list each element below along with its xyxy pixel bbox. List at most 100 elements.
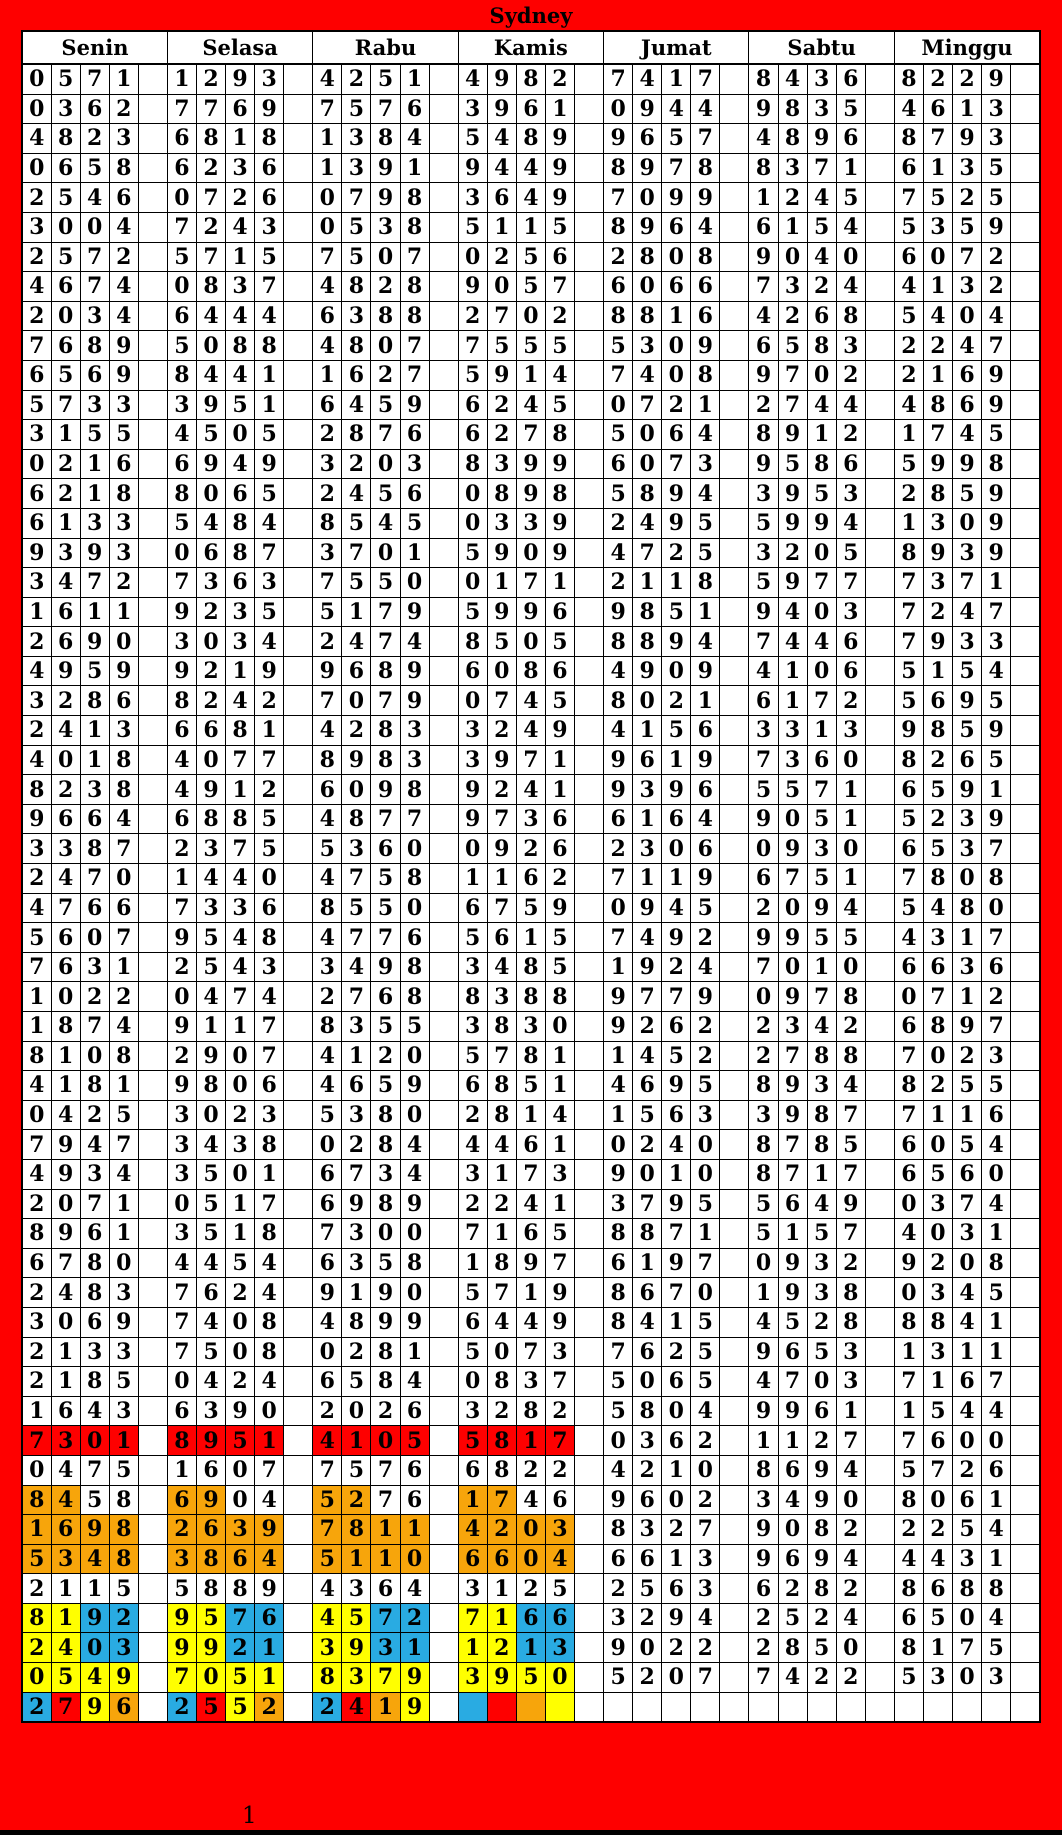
spacer-cell xyxy=(864,1543,895,1575)
digit-cell: 2 xyxy=(370,1395,401,1427)
digit-cell: 7 xyxy=(603,863,634,894)
digit-cell: 2 xyxy=(835,1573,866,1604)
spacer-cell xyxy=(864,685,895,717)
digit-cell: 9 xyxy=(225,1395,256,1427)
spacer-cell xyxy=(137,389,168,421)
spacer-cell xyxy=(719,774,750,805)
digit-cell: 9 xyxy=(515,596,546,628)
spacer-cell xyxy=(137,1040,168,1072)
digit-cell: 9 xyxy=(748,448,779,480)
digit-cell: 6 xyxy=(254,1602,285,1634)
digit-cell: 5 xyxy=(922,1602,954,1634)
digit-cell: 6 xyxy=(79,892,110,924)
digit-cell: 5 xyxy=(312,833,343,865)
digit-cell: 8 xyxy=(893,744,924,776)
digit-cell: 2 xyxy=(21,715,52,746)
digit-cell: 4 xyxy=(341,478,372,509)
digit-cell: 9 xyxy=(748,359,779,391)
digit-cell: 8 xyxy=(748,419,779,450)
spacer-cell xyxy=(428,833,459,865)
digit-cell: 1 xyxy=(166,863,197,894)
spacer-cell xyxy=(573,241,605,273)
spacer-cell xyxy=(719,1543,750,1575)
spacer-cell xyxy=(428,1218,459,1249)
digit-cell: 7 xyxy=(690,1662,721,1693)
digit-cell: 2 xyxy=(341,448,372,480)
spacer-cell xyxy=(137,1188,168,1220)
digit-cell: 6 xyxy=(661,1366,692,1397)
digit-cell: 5 xyxy=(341,507,372,539)
digit-cell: 1 xyxy=(777,211,808,243)
digit-cell: 1 xyxy=(312,359,343,391)
digit-cell: 4 xyxy=(515,152,546,184)
spacer-cell xyxy=(283,1454,314,1486)
spacer-cell xyxy=(137,744,168,776)
digit-cell: 0 xyxy=(195,330,227,361)
digit-cell: 8 xyxy=(544,981,575,1012)
digit-cell: 4 xyxy=(21,1070,52,1101)
digit-cell: 7 xyxy=(399,803,430,835)
digit-cell: 3 xyxy=(632,1514,663,1545)
digit-cell: 1 xyxy=(690,389,721,421)
digit-cell: 4 xyxy=(21,271,52,302)
digit-cell: 7 xyxy=(661,981,692,1012)
digit-cell: 8 xyxy=(603,685,634,717)
digit-cell: 2 xyxy=(21,863,52,894)
spacer-cell xyxy=(1010,330,1041,361)
digit-cell: 5 xyxy=(981,1632,1012,1664)
digit-cell: 3 xyxy=(835,478,866,509)
digit-cell: 5 xyxy=(341,93,372,125)
digit-cell: 9 xyxy=(632,152,663,184)
digit-cell: 6 xyxy=(166,803,197,835)
spacer-cell xyxy=(1010,1336,1041,1368)
spacer-cell xyxy=(137,951,168,983)
spacer-cell xyxy=(428,389,459,421)
digit-cell: 1 xyxy=(544,1070,575,1101)
digit-cell: 8 xyxy=(341,1514,372,1545)
digit-cell: 9 xyxy=(603,774,634,805)
spacer-cell xyxy=(283,892,314,924)
digit-cell: 8 xyxy=(893,1070,924,1101)
digit-cell: 8 xyxy=(777,93,808,125)
digit-cell: 7 xyxy=(951,1632,983,1664)
spacer-cell xyxy=(864,803,895,835)
digit-cell: 4 xyxy=(835,1543,866,1575)
digit-cell: 8 xyxy=(806,1573,837,1604)
digit-cell: 4 xyxy=(806,241,837,273)
digit-cell: 3 xyxy=(225,892,256,924)
digit-cell: 5 xyxy=(108,1366,139,1397)
digit-cell: 2 xyxy=(544,1395,575,1427)
digit-cell: 9 xyxy=(690,744,721,776)
digit-cell: 1 xyxy=(981,1306,1012,1338)
digit-cell: 8 xyxy=(108,1514,139,1545)
digit-cell: 5 xyxy=(399,1425,430,1456)
digit-cell: 5 xyxy=(515,892,546,924)
digit-cell: 4 xyxy=(108,1158,139,1190)
digit-cell: 7 xyxy=(457,330,488,361)
digit-cell: 0 xyxy=(312,211,343,243)
spacer-cell xyxy=(137,1514,168,1545)
digit-cell: 1 xyxy=(951,922,983,953)
page-number: 1 xyxy=(242,1803,257,1829)
digit-cell: 1 xyxy=(515,1277,546,1308)
digit-cell: 3 xyxy=(981,1662,1012,1693)
digit-cell: 9 xyxy=(661,626,692,657)
digit-cell: 3 xyxy=(225,152,256,184)
digit-cell: 2 xyxy=(777,537,808,569)
digit-cell: 2 xyxy=(312,626,343,657)
digit-cell: 9 xyxy=(777,833,808,865)
digit-cell: 4 xyxy=(922,1543,954,1575)
spacer-cell xyxy=(864,1662,895,1693)
digit-cell: 8 xyxy=(603,1218,634,1249)
digit-cell: 9 xyxy=(777,1099,808,1131)
digit-cell: 7 xyxy=(603,922,634,953)
spacer-cell xyxy=(1010,182,1041,213)
digit-cell: 9 xyxy=(544,1277,575,1308)
digit-cell: 4 xyxy=(108,300,139,332)
digit-cell: 6 xyxy=(515,93,546,125)
digit-cell: 3 xyxy=(225,271,256,302)
